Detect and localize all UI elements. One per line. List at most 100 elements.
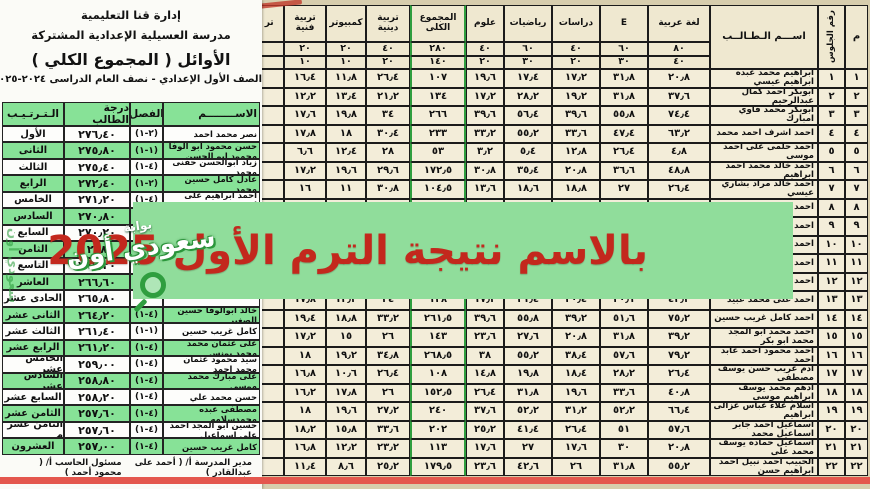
serial-number: ١٧ bbox=[845, 365, 868, 384]
score-science: ١٣٫٦ bbox=[466, 180, 504, 199]
serial-number: ١٤ bbox=[845, 309, 868, 328]
score-arabic: ٥٧٫٦ bbox=[648, 420, 710, 439]
student-name: احمد محمد ابو المجد محمد ابو بكر bbox=[710, 328, 818, 347]
top-list-column-headers: الاســــــــم الفصل درجة الطالب الـتـرتـ… bbox=[2, 102, 260, 126]
score-english: ٥٢٫٢ bbox=[600, 402, 648, 421]
student-name: الحبيب احمد نبيل احمد ابراهيم حسن bbox=[710, 457, 818, 476]
score-computer: ١٢٫٤ bbox=[326, 143, 366, 162]
score-math: ٢٧٫٦ bbox=[504, 328, 552, 347]
score-science: ٣٣٫٢ bbox=[466, 124, 504, 143]
serial-number: ٨ bbox=[845, 198, 868, 217]
score-math: ٣٥٫٤ bbox=[504, 161, 552, 180]
column-header-religion: تربية دينية bbox=[366, 5, 410, 42]
grade-column-social: دراسات ٤٠ ٢٠ bbox=[552, 5, 600, 69]
serial-number: ١٥ bbox=[845, 328, 868, 347]
rank-score: ٢٦٨ bbox=[64, 241, 130, 258]
score-religion: ٣٤ bbox=[366, 106, 410, 125]
serial-number: ٢٢ bbox=[845, 457, 868, 476]
score-english: ٢٧ bbox=[600, 180, 648, 199]
score-computer: ١٨٫٨ bbox=[326, 309, 366, 328]
student-name: اسماعيل حماده يوسف محمد على bbox=[710, 439, 818, 458]
rank-student-name: نصر محمد احمد bbox=[163, 126, 260, 143]
rank-label: الثالث عشر bbox=[2, 323, 64, 340]
score-english: ٢٦٫٤ bbox=[600, 143, 648, 162]
seat-number: ٦ bbox=[818, 161, 845, 180]
rank-score: ٢٦٥٫٨٠ bbox=[64, 290, 130, 307]
score-math: ٢٨٫٢ bbox=[504, 87, 552, 106]
rank-class: (١-١) bbox=[130, 142, 163, 159]
score-arabic: ٢٦٫٤ bbox=[648, 180, 710, 199]
score-english: ٣٣٫٦ bbox=[600, 383, 648, 402]
rank-student-name: سيد محمود عثمان محمد احمد bbox=[163, 356, 260, 373]
score-arabic: ٦٦٫٤ bbox=[648, 402, 710, 421]
seat-number: ٢٠ bbox=[818, 420, 845, 439]
column-half-math: ٣٠ bbox=[504, 55, 552, 69]
seat-number: ١٩ bbox=[818, 402, 845, 421]
rank-score: ٢٧٦٫٤٠ bbox=[64, 126, 130, 143]
rank-label: التاسع bbox=[2, 257, 64, 274]
rank-score: ٢٧٥٫٤٠ bbox=[64, 158, 130, 176]
score-social: ٣٩٫٢ bbox=[552, 309, 600, 328]
score-art: ١٢٫٢ bbox=[284, 87, 326, 106]
rank-score: ٢٥٧٫٠٠ bbox=[64, 438, 130, 455]
column-max-social: ٤٠ bbox=[552, 42, 600, 56]
rank-student-name: زياد ابوالحسن حفنى محمد bbox=[163, 158, 260, 176]
rank-score: ٢٥٧٫٦٠ bbox=[64, 421, 130, 439]
score-social: ١٩٫٢ bbox=[552, 87, 600, 106]
grade-row: ١ ١ ابراهيم محمد عبده ابراهيم عيسي ٢٠٫٨ ٣١٫٨… bbox=[240, 69, 868, 88]
serial-number: ٥ bbox=[845, 143, 868, 162]
grade-column-computer: كمبيوتر ٢٠ ١٠ bbox=[326, 5, 366, 69]
rank-class: (٤-١) bbox=[130, 372, 163, 389]
column-max-total: ٢٨٠ bbox=[410, 42, 466, 56]
score-arabic: ٥٥٫٢ bbox=[648, 457, 710, 476]
seat-number: ٤ bbox=[818, 124, 845, 143]
column-max-computer: ٢٠ bbox=[326, 42, 366, 56]
seat-number: ٩ bbox=[818, 217, 845, 236]
col-header-score: درجة الطالب bbox=[64, 102, 130, 126]
score-math: ١٧٫٤ bbox=[504, 69, 552, 88]
top-list-row: كامل غريب حسين (١-١) ٢٦١٫٤٠ الثالث عشر bbox=[2, 323, 260, 340]
score-social: ١٩٫٦ bbox=[552, 383, 600, 402]
score-total: ١٤٣ bbox=[410, 328, 466, 347]
seat-number: ١ bbox=[818, 69, 845, 88]
rank-label: السابع bbox=[2, 224, 64, 242]
score-english: ٥٧٫٦ bbox=[600, 346, 648, 365]
score-science: ١٤٫٨ bbox=[466, 365, 504, 384]
student-name: احمد محمود احمد عابد احمد bbox=[710, 346, 818, 365]
rank-label: السابع عشر bbox=[2, 389, 64, 406]
score-art: ١٨٫٢ bbox=[284, 420, 326, 439]
score-art: ١٦٫٤ bbox=[284, 69, 326, 88]
column-half-art: ١٠ bbox=[284, 55, 326, 69]
rank-class: (٢-١) bbox=[130, 126, 163, 143]
student-name: ابوبكر محمد فاوي امبارك bbox=[710, 106, 818, 125]
rank-class: (٤-١) bbox=[130, 158, 163, 176]
rank-class: (٤-١) bbox=[130, 339, 163, 357]
score-computer: ١٣٫٤ bbox=[326, 87, 366, 106]
grade-row: ١٨ ١٨ ادهم محمد يوسف ابراهيم موسى ٤٠٫٨ ٣٣٫٦ ١… bbox=[240, 383, 868, 402]
seat-number: ٢ bbox=[818, 87, 845, 106]
grade-row: ٧ ٧ احمد خالد مراد بشاري عيسي ٢٦٫٤ ٢٧ ١٨٫٨ ١٨٫… bbox=[240, 180, 868, 199]
rank-student-name: حسين ابو المجد احمد على اسماعيل bbox=[163, 421, 260, 439]
score-computer: ١٨ bbox=[326, 124, 366, 143]
rank-class: (٤-١) bbox=[130, 438, 163, 455]
grade-column-math: رياضيات ٦٠ ٣٠ bbox=[504, 5, 552, 69]
score-religion: ٢٦٫٤ bbox=[366, 69, 410, 88]
score-math: ١٨٫٦ bbox=[504, 180, 552, 199]
student-name: ادم غريب حسن يوسف مصطفى bbox=[710, 365, 818, 384]
score-science: ١٩٫٦ bbox=[466, 69, 504, 88]
score-english: ٣٠ bbox=[600, 439, 648, 458]
result-banner: بالاسم نتيجة الترم الأول 2025 bbox=[47, 202, 793, 299]
score-religion: ٢٦٫٤ bbox=[366, 365, 410, 384]
score-computer: ١١٫٨ bbox=[326, 69, 366, 88]
score-math: ٤٢٫٦ bbox=[504, 457, 552, 476]
score-religion: ٢٦ bbox=[366, 328, 410, 347]
score-arabic: ٢٦٫٤ bbox=[648, 365, 710, 384]
score-social: ٢٠٫٨ bbox=[552, 328, 600, 347]
grade-column-science: علوم ٤٠ ٢٠ bbox=[466, 5, 504, 69]
seat-number: ١٦ bbox=[818, 346, 845, 365]
column-header-seat: رقم الجلوس bbox=[818, 5, 845, 69]
score-computer: ١٩٫٢ bbox=[326, 346, 366, 365]
column-half-arabic: ٤٠ bbox=[648, 55, 710, 69]
top-list-row: مصطفى عبده محمدسلامه (٤-١) ٢٥٧٫٦٠ الثامن عش… bbox=[2, 405, 260, 422]
